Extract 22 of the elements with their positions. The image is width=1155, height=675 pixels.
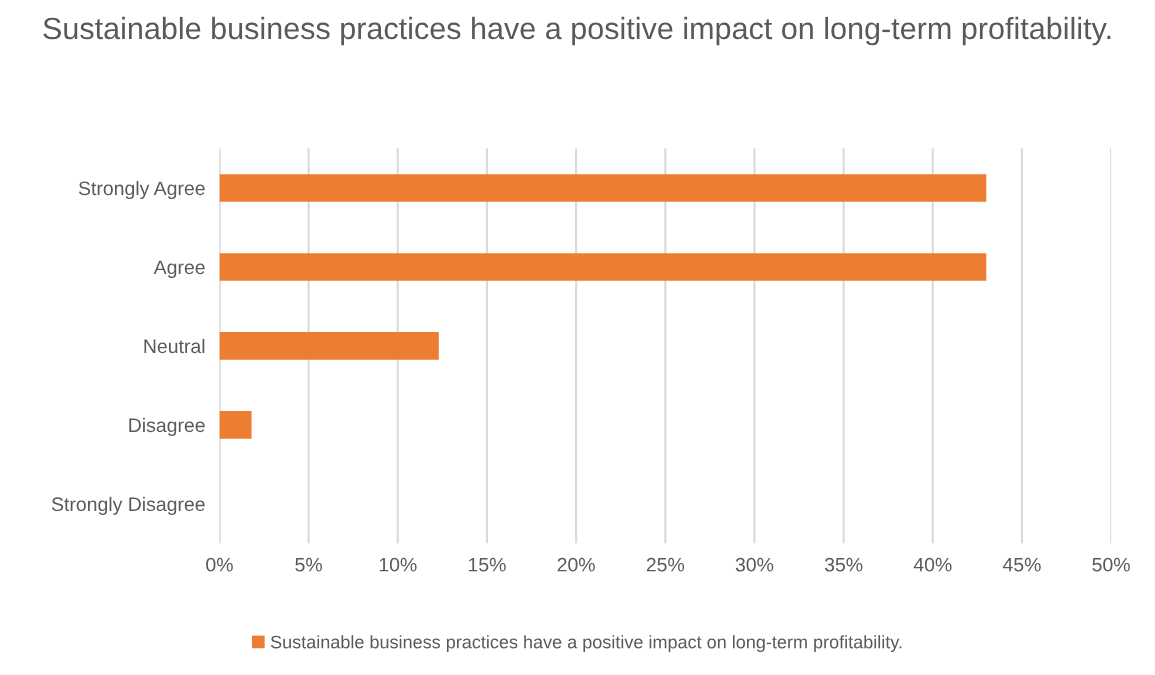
x-tick-label: 20%: [557, 557, 595, 572]
legend-label: Sustainable business practices have a positive impact on long-term profitability.: [270, 635, 902, 652]
bar: [219, 332, 439, 360]
x-tick-label: 50%: [1092, 557, 1130, 572]
y-tick-label: Strongly Agree: [78, 180, 205, 200]
x-tick-label: 35%: [824, 557, 863, 572]
bar: [219, 411, 252, 439]
x-tick-label: 45%: [1002, 557, 1041, 572]
x-tick-label: 0%: [206, 557, 233, 572]
bar: [219, 253, 987, 281]
y-tick-label: Agree: [153, 260, 205, 279]
y-tick-label: Strongly Disagree: [51, 496, 205, 515]
bar: [219, 174, 987, 202]
x-tick-label: 10%: [379, 557, 417, 572]
chart-title: Sustainable business practices have a positive impact on long-term profitability.: [43, 16, 1111, 46]
y-tick-label: Disagree: [129, 417, 205, 436]
x-tick-label: 15%: [468, 557, 506, 572]
x-tick-label: 5%: [295, 557, 322, 572]
x-tick-label: 30%: [735, 557, 774, 572]
y-tick-label: Neutral: [144, 338, 205, 354]
x-tick-label: 40%: [913, 557, 952, 572]
x-tick-label: 25%: [646, 557, 685, 572]
